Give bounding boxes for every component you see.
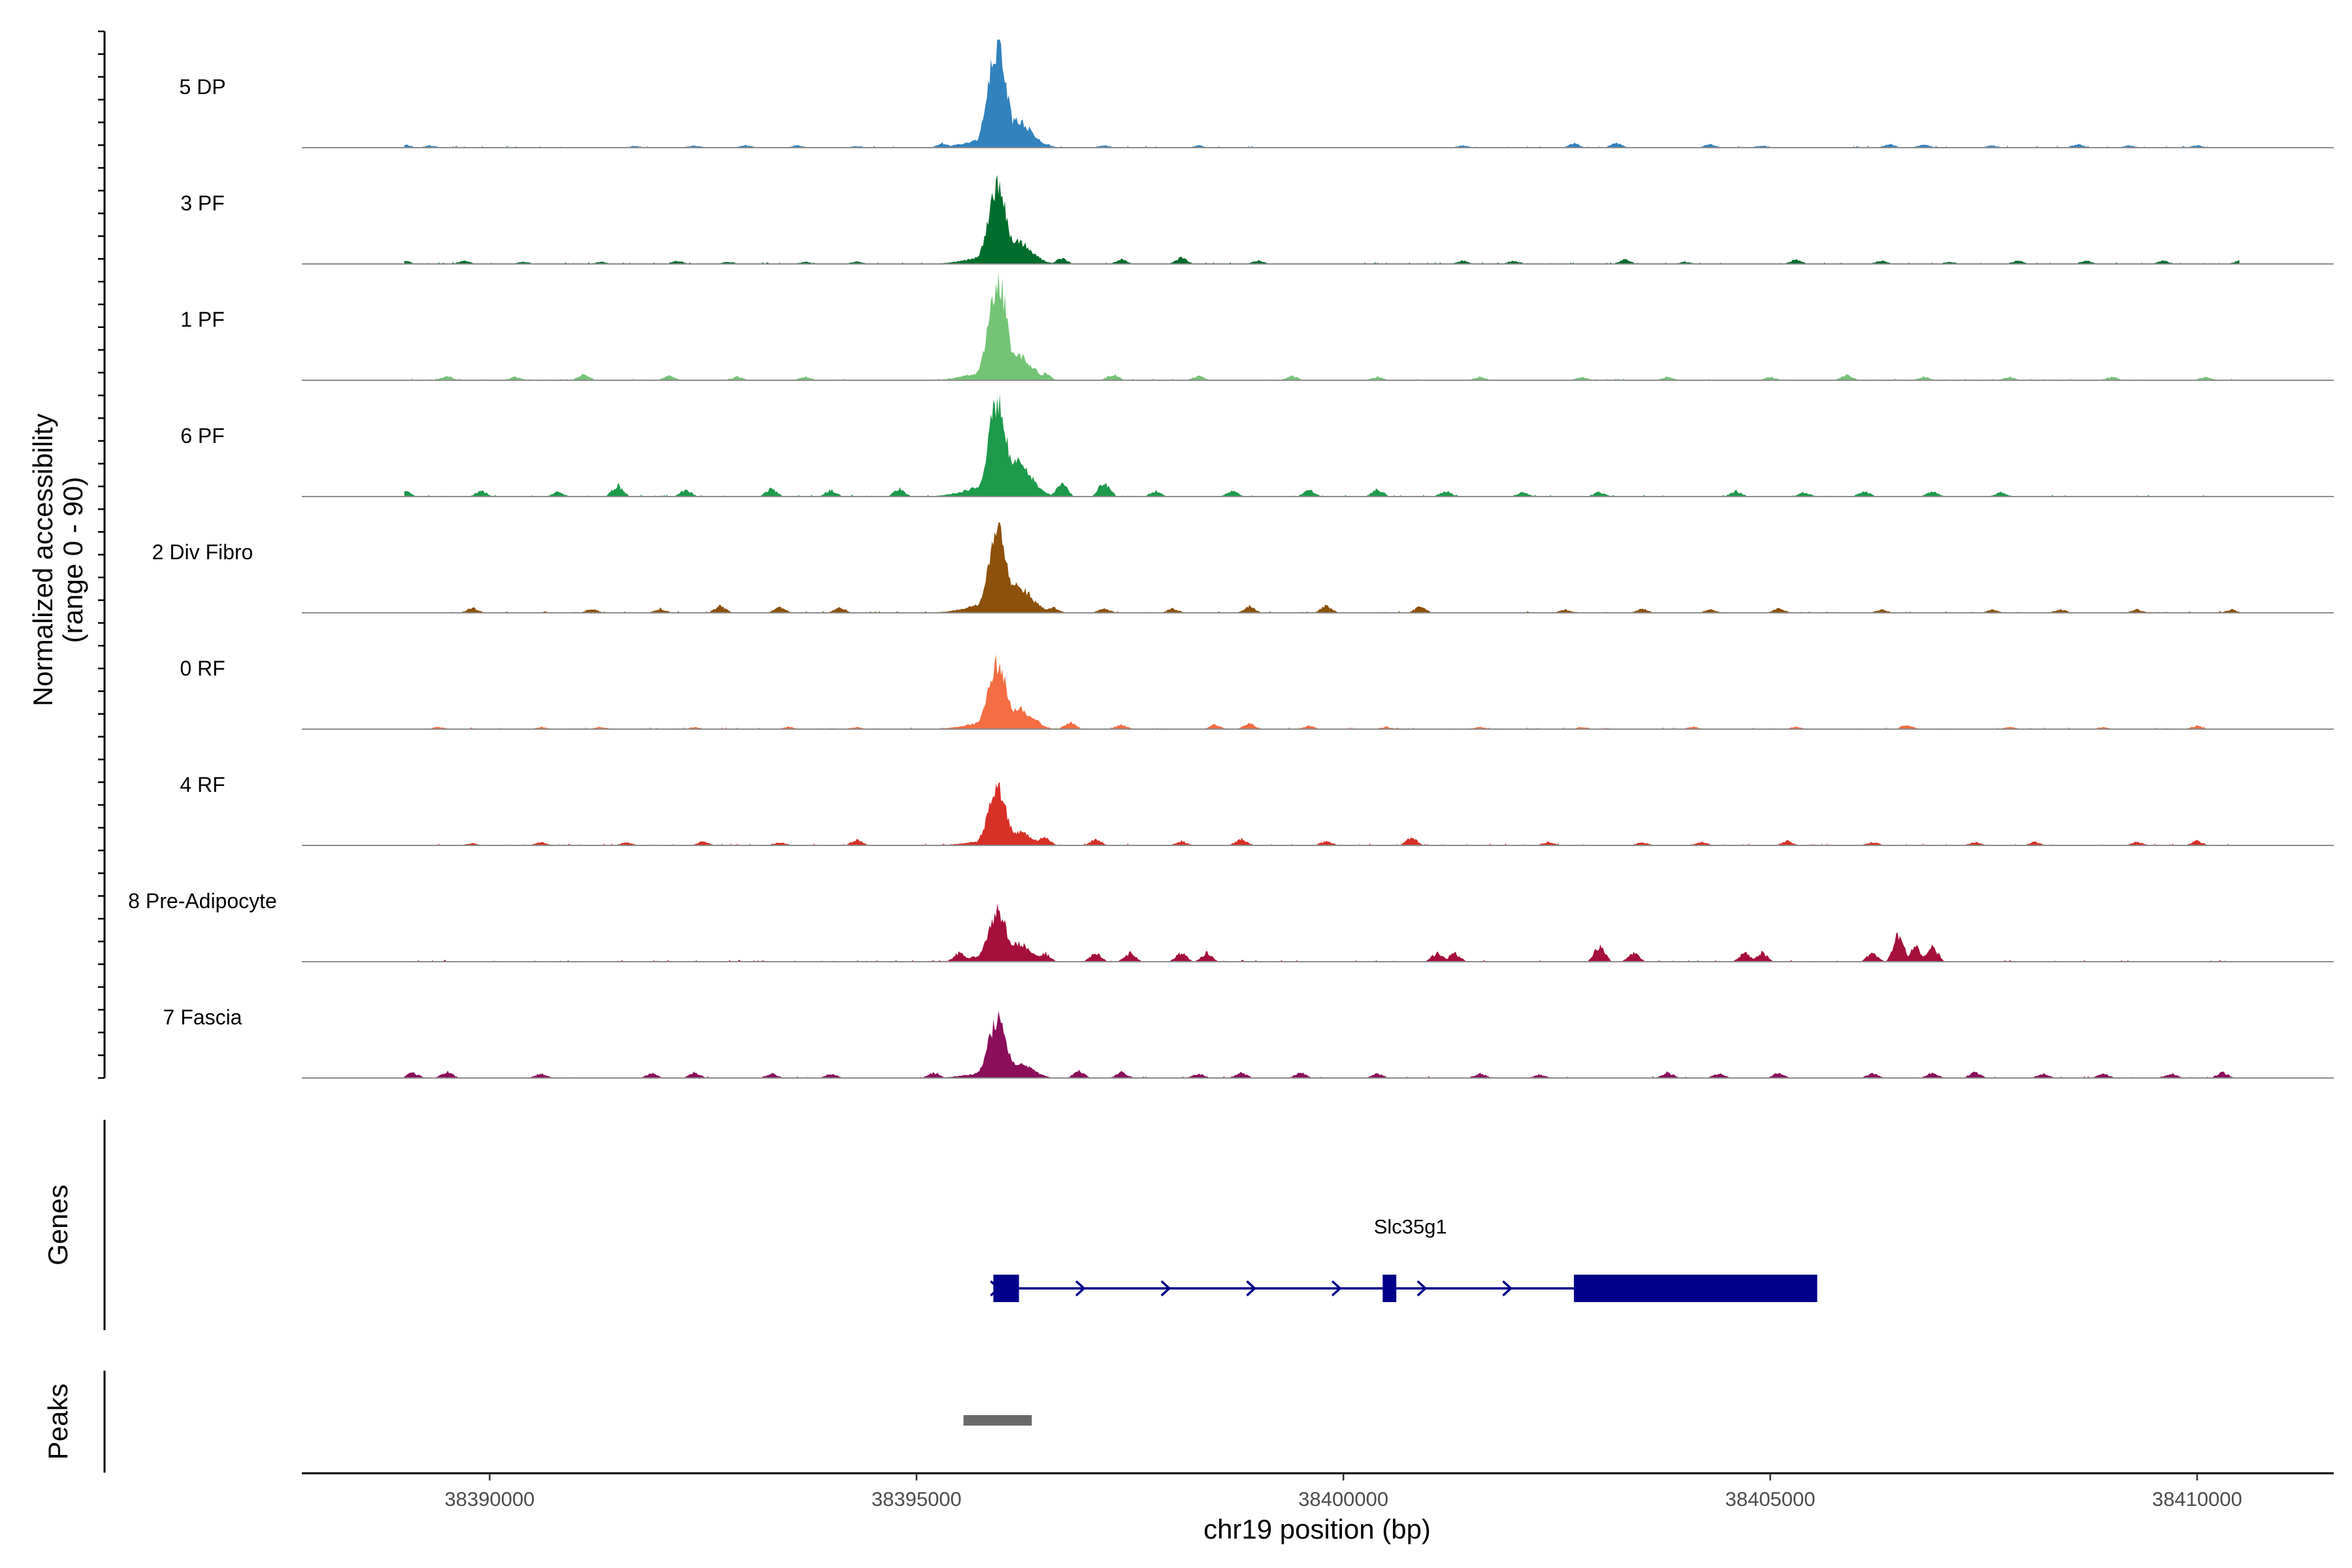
gene-exon	[1574, 1275, 1818, 1302]
track-6-pf: 6 PF	[180, 394, 2334, 497]
y-axis-title-line: Normalized accessibility	[27, 414, 58, 706]
x-axis-title: chr19 position (bp)	[1203, 1514, 1431, 1544]
track-7-fascia: 7 Fascia	[163, 1005, 2334, 1079]
coverage-area-0-rf	[404, 654, 2240, 729]
coverage-area-3-pf	[404, 174, 2240, 264]
coverage-area-1-pf	[404, 272, 2240, 380]
gene-name-label: Slc35g1	[1374, 1215, 1447, 1238]
genes-panel-label: Genes	[42, 1184, 73, 1266]
strand-arrow	[990, 1280, 1001, 1297]
coverage-area-7-fascia	[404, 1011, 2240, 1078]
track-label: 1 PF	[180, 308, 225, 331]
coverage-tracks: 5 DP 3 PF 1 PF 6 PF 2 Div Fibro 0 RF 4 RF 8 Pre…	[128, 39, 2334, 1079]
track-2-div-fibro: 2 Div Fibro	[152, 522, 2334, 613]
strand-arrow	[1160, 1280, 1171, 1297]
track-0-rf: 0 RF	[180, 654, 2334, 730]
x-tick-label: 38395000	[872, 1488, 962, 1511]
peaks-panel-label: Peaks	[42, 1384, 73, 1460]
strand-arrow	[1416, 1280, 1428, 1297]
coverage-area-4-rf	[404, 782, 2240, 845]
strand-arrow	[1246, 1280, 1257, 1297]
coverage-area-8-pre-adipocyte	[404, 904, 2240, 962]
track-label: 2 Div Fibro	[152, 540, 253, 564]
track-label: 6 PF	[180, 424, 225, 448]
genes-panel: Genes Slc35g1	[42, 1120, 1818, 1330]
track-4-rf: 4 RF	[180, 773, 2334, 846]
track-label: 8 Pre-Adipocyte	[128, 889, 277, 913]
track-label: 5 DP	[179, 75, 225, 99]
track-8-pre-adipocyte: 8 Pre-Adipocyte	[128, 889, 2334, 962]
coverage-area-2-div-fibro	[404, 522, 2240, 613]
strand-arrow	[1075, 1280, 1086, 1297]
coverage-area-6-pf	[404, 394, 2240, 497]
y-axis	[98, 30, 106, 1079]
coverage-area-5-dp	[404, 39, 2240, 148]
y-axis-title: Normalized accessibility(range 0 - 90)	[27, 414, 88, 706]
track-3-pf: 3 PF	[180, 174, 2334, 265]
track-label: 7 Fascia	[163, 1005, 242, 1029]
peaks-panel: Peaks	[42, 1371, 1032, 1473]
x-tick-label: 38405000	[1725, 1488, 1816, 1511]
x-axis: 38390000 38395000 38400000 38405000 38410000	[302, 1472, 2334, 1511]
strand-arrow	[1502, 1280, 1513, 1297]
track-label: 0 RF	[180, 657, 225, 680]
track-label: 3 PF	[180, 191, 225, 215]
track-5-dp: 5 DP	[179, 39, 2334, 148]
gene-exon	[1382, 1275, 1397, 1302]
x-tick-label: 38390000	[445, 1488, 535, 1511]
y-axis-title-line: (range 0 - 90)	[57, 477, 88, 643]
x-tick-label: 38400000	[1298, 1488, 1388, 1511]
track-label: 4 RF	[180, 773, 225, 796]
peak-region	[963, 1415, 1032, 1426]
strand-arrow	[1331, 1280, 1342, 1297]
track-1-pf: 1 PF	[180, 272, 2334, 381]
x-tick-label: 38410000	[2152, 1488, 2242, 1511]
